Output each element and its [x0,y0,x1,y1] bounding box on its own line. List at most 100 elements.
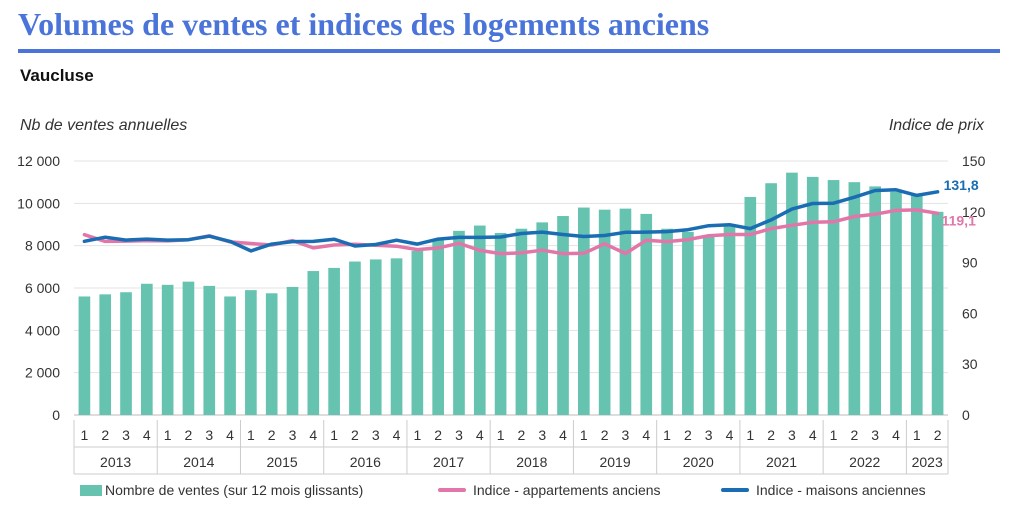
quarter-tick-label: 4 [226,427,234,443]
quarter-tick-label: 3 [455,427,463,443]
quarter-tick-label: 2 [518,427,526,443]
quarter-tick-label: 1 [164,427,172,443]
year-tick-label: 2016 [350,454,381,470]
sales-bar [682,231,694,415]
quarter-tick-label: 2 [351,427,359,443]
left-tick-label: 10 000 [17,195,60,211]
quarter-tick-label: 3 [122,427,130,443]
sales-bar [661,228,673,415]
quarter-tick-label: 4 [476,427,484,443]
legend-swatch-houses [721,488,749,492]
left-tick-label: 6 000 [25,280,60,296]
quarter-tick-label: 2 [934,427,942,443]
legend-item-sales: Nombre de ventes (sur 12 mois glissants) [80,482,363,498]
quarter-tick-label: 4 [143,427,151,443]
year-tick-label: 2014 [183,454,214,470]
left-tick-label: 8 000 [25,238,60,254]
quarter-tick-label: 3 [705,427,713,443]
sales-bar [99,294,112,415]
sales-bar [245,290,257,415]
sales-bar [869,186,881,415]
right-tick-label: 60 [962,305,978,321]
year-tick-label: 2023 [912,454,943,470]
quarter-tick-label: 2 [684,427,692,443]
quarter-tick-label: 2 [601,427,609,443]
year-tick-label: 2020 [683,454,714,470]
quarter-tick-label: 3 [205,427,213,443]
sales-bar [931,211,944,415]
quarter-tick-label: 2 [101,427,109,443]
apartments-end-label: 119,1 [942,212,976,228]
quarter-tick-label: 3 [289,427,297,443]
left-tick-label: 12 000 [17,153,60,169]
quarter-tick-label: 2 [850,427,858,443]
right-tick-label: 90 [962,255,978,271]
legend-label-houses: Indice - maisons anciennes [756,482,926,498]
quarter-tick-label: 3 [871,427,879,443]
legend-swatch-apartments [438,488,466,492]
quarter-tick-label: 3 [372,427,380,443]
quarter-tick-label: 2 [767,427,775,443]
sales-bar [411,250,424,415]
year-tick-label: 2022 [849,454,880,470]
sales-bar [619,208,632,415]
sales-bar [494,232,507,415]
sales-bar [78,296,91,415]
legend-label-apartments: Indice - appartements anciens [473,482,661,498]
sales-bar [910,194,923,415]
quarter-tick-label: 1 [330,427,338,443]
quarter-tick-label: 2 [185,427,193,443]
sales-bar [702,236,715,415]
sales-bar [473,225,486,415]
quarter-tick-label: 4 [309,427,317,443]
sales-bar [557,216,569,415]
quarter-tick-label: 4 [642,427,650,443]
legend-swatch-sales [80,484,102,496]
quarter-tick-label: 4 [726,427,734,443]
left-axis-title: Nb de ventes annuelles [20,117,188,134]
quarter-tick-label: 4 [892,427,900,443]
sales-bar [390,258,403,415]
sales-bar [786,172,798,415]
right-tick-label: 150 [962,153,986,169]
year-tick-label: 2019 [599,454,630,470]
quarter-tick-label: 1 [830,427,838,443]
legend-item-apartments: Indice - appartements anciens [438,482,661,498]
right-axis-title: Indice de prix [888,117,984,134]
houses-index-line [82,188,940,253]
year-tick-label: 2018 [516,454,547,470]
right-tick-label: 0 [962,407,970,423]
sales-bar [827,180,840,415]
sales-bar [848,182,861,415]
sales-bar [224,296,236,415]
quarter-tick-label: 1 [81,427,89,443]
sales-bar [578,207,590,415]
title-underline [18,49,1000,53]
quarter-tick-label: 3 [788,427,796,443]
sales-bar [536,222,549,415]
quarter-tick-label: 4 [809,427,817,443]
sales-bar [328,267,340,415]
left-tick-label: 4 000 [25,322,60,338]
sales-bar [141,283,153,415]
year-tick-label: 2013 [100,454,131,470]
sales-bar [349,261,361,415]
quarter-tick-label: 2 [268,427,276,443]
right-tick-label: 120 [962,204,986,220]
sales-bar [765,183,777,415]
left-tick-label: 2 000 [25,365,60,381]
quarter-tick-label: 1 [746,427,754,443]
quarter-tick-label: 1 [247,427,255,443]
quarter-tick-label: 1 [580,427,588,443]
sales-bar [182,281,195,415]
sales-bar [286,286,299,415]
year-tick-label: 2015 [267,454,298,470]
year-tick-label: 2017 [433,454,464,470]
quarter-tick-label: 3 [622,427,630,443]
quarter-tick-label: 1 [663,427,671,443]
sales-bar [515,228,528,415]
sales-bar [640,213,653,415]
right-tick-label: 30 [962,356,978,372]
sales-bar [161,284,174,415]
